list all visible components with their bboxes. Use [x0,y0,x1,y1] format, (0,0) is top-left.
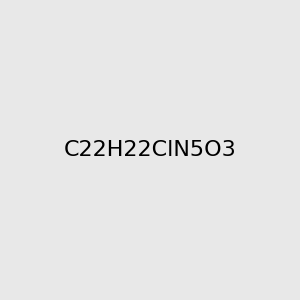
Text: C22H22ClN5O3: C22H22ClN5O3 [64,140,236,160]
